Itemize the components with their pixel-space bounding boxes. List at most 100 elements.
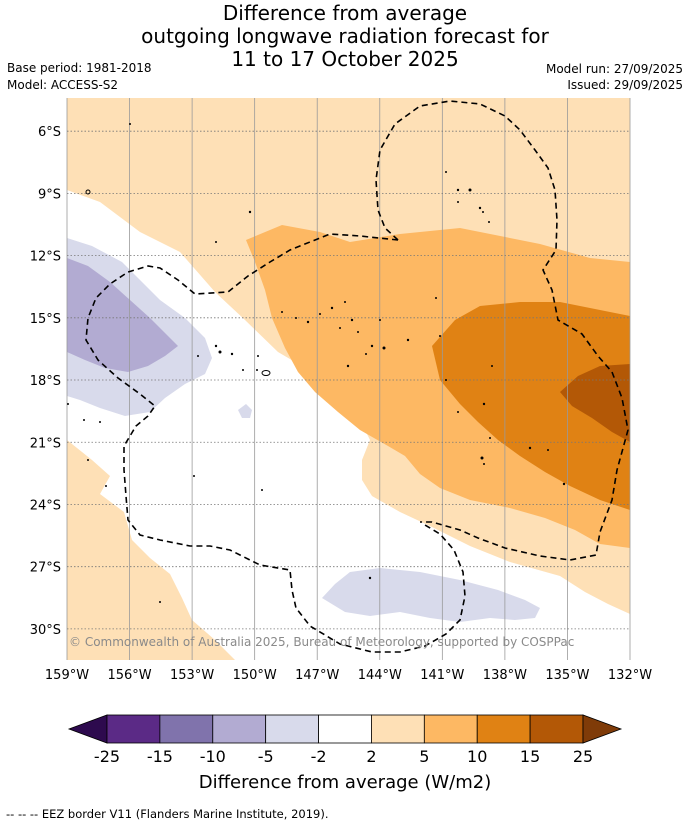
model-run: Model run: 27/09/2025 bbox=[545, 62, 683, 76]
colorbar-bin bbox=[529, 714, 584, 744]
island bbox=[99, 421, 101, 423]
model-name: Model: ACCESS-S2 bbox=[7, 78, 119, 92]
island bbox=[368, 576, 372, 580]
island bbox=[67, 403, 69, 405]
colorbar-tick-label: 5 bbox=[419, 747, 429, 766]
colorbar-tick-label: 15 bbox=[520, 747, 540, 766]
island bbox=[445, 171, 447, 173]
island bbox=[350, 318, 354, 322]
island bbox=[406, 338, 410, 342]
island bbox=[330, 306, 334, 310]
island bbox=[193, 475, 195, 477]
colorbar-tick-labels: -25 -15 -10 -5 -2 2 5 10 15 25 bbox=[94, 747, 593, 766]
island bbox=[382, 346, 386, 350]
island bbox=[197, 355, 199, 357]
region-warm-15-25 bbox=[560, 364, 630, 442]
eez-border-central bbox=[85, 233, 466, 653]
island bbox=[528, 446, 532, 450]
colorbar-tick-label: 25 bbox=[573, 747, 593, 766]
colorbar-bin bbox=[212, 714, 267, 744]
island bbox=[344, 301, 346, 303]
region-cool-minus5-minus10 bbox=[67, 258, 178, 372]
y-tick-labels: 6°S 9°S 12°S 15°S 18°S 21°S 24°S 27°S 30°S bbox=[30, 125, 61, 638]
island bbox=[370, 344, 374, 348]
colorbar-bin bbox=[476, 714, 531, 744]
island bbox=[339, 327, 341, 329]
colorbar-tick-label: 2 bbox=[366, 747, 376, 766]
island bbox=[261, 489, 263, 491]
island bbox=[365, 353, 367, 355]
colorbar-bin bbox=[159, 714, 214, 744]
colorbar-tick-label: -2 bbox=[311, 747, 327, 766]
y-tick-label: 30°S bbox=[30, 623, 61, 638]
island bbox=[445, 379, 447, 381]
island bbox=[483, 463, 485, 465]
island bbox=[491, 365, 493, 367]
island bbox=[439, 335, 441, 337]
region-cool-south bbox=[322, 568, 540, 622]
colorbar-tick-label: -10 bbox=[200, 747, 226, 766]
x-tick-label: 135°W bbox=[545, 668, 589, 683]
y-tick-label: 24°S bbox=[30, 498, 61, 513]
y-tick-label: 6°S bbox=[38, 125, 61, 140]
x-tick-label: 153°W bbox=[170, 668, 214, 683]
colorbar-bin bbox=[106, 714, 161, 744]
island bbox=[457, 411, 459, 413]
x-tick-label: 132°W bbox=[608, 668, 652, 683]
y-tick-label: 27°S bbox=[30, 561, 61, 576]
island bbox=[281, 311, 283, 313]
y-tick-label: 12°S bbox=[30, 250, 61, 265]
region-neutral bbox=[67, 190, 630, 660]
island bbox=[261, 370, 271, 376]
chart-title-line-1: Difference from average bbox=[222, 1, 468, 25]
colorbar-tick-label: -15 bbox=[147, 747, 173, 766]
island bbox=[248, 210, 252, 214]
colorbar-extend-low bbox=[67, 714, 108, 744]
island bbox=[129, 123, 131, 125]
colorbar-bin bbox=[371, 714, 425, 744]
colorbar-bin bbox=[318, 714, 372, 744]
region-cool-speck bbox=[238, 404, 252, 418]
island bbox=[159, 601, 161, 603]
x-tick-labels: 159°W 156°W 153°W 150°W 147°W 144°W 141°W 138°W… bbox=[45, 668, 652, 683]
y-tick-label: 15°S bbox=[30, 312, 61, 327]
colorbar-tick-label: 10 bbox=[467, 747, 487, 766]
island bbox=[482, 402, 486, 406]
x-tick-label: 138°W bbox=[483, 668, 527, 683]
island bbox=[218, 350, 222, 354]
island bbox=[482, 211, 484, 213]
x-tick-label: 150°W bbox=[233, 668, 277, 683]
region-warm-sw bbox=[67, 440, 235, 660]
island bbox=[230, 352, 234, 356]
island bbox=[562, 482, 566, 486]
island bbox=[456, 188, 460, 192]
y-tick-label: 9°S bbox=[38, 187, 61, 202]
x-tick-label: 159°W bbox=[45, 668, 89, 683]
island bbox=[242, 369, 244, 371]
issued-date: Issued: 29/09/2025 bbox=[567, 78, 683, 92]
island bbox=[256, 369, 258, 371]
island bbox=[85, 189, 91, 195]
island bbox=[480, 456, 484, 460]
y-tick-label: 18°S bbox=[30, 374, 61, 389]
x-tick-label: 147°W bbox=[295, 668, 339, 683]
island bbox=[257, 355, 259, 357]
map-field bbox=[67, 98, 630, 660]
island bbox=[87, 459, 89, 461]
region-warm-10-15 bbox=[432, 302, 630, 510]
eez-legend-note: -- -- -- EEZ border V11 (Flanders Marine… bbox=[6, 807, 329, 821]
island bbox=[457, 201, 459, 203]
island bbox=[547, 449, 549, 451]
colorbar-extend-high bbox=[582, 714, 623, 744]
colorbar-bin bbox=[265, 714, 319, 744]
x-tick-label: 156°W bbox=[107, 668, 151, 683]
colorbar-label: Difference from average (W/m2) bbox=[199, 772, 491, 793]
x-tick-label: 141°W bbox=[420, 668, 464, 683]
colorbar-tick-label: -5 bbox=[258, 747, 274, 766]
y-tick-label: 21°S bbox=[30, 436, 61, 451]
eez-borders bbox=[85, 100, 629, 653]
island bbox=[83, 419, 85, 421]
chart-title-line-2: outgoing longwave radiation forecast for bbox=[141, 24, 549, 48]
island bbox=[215, 241, 217, 243]
